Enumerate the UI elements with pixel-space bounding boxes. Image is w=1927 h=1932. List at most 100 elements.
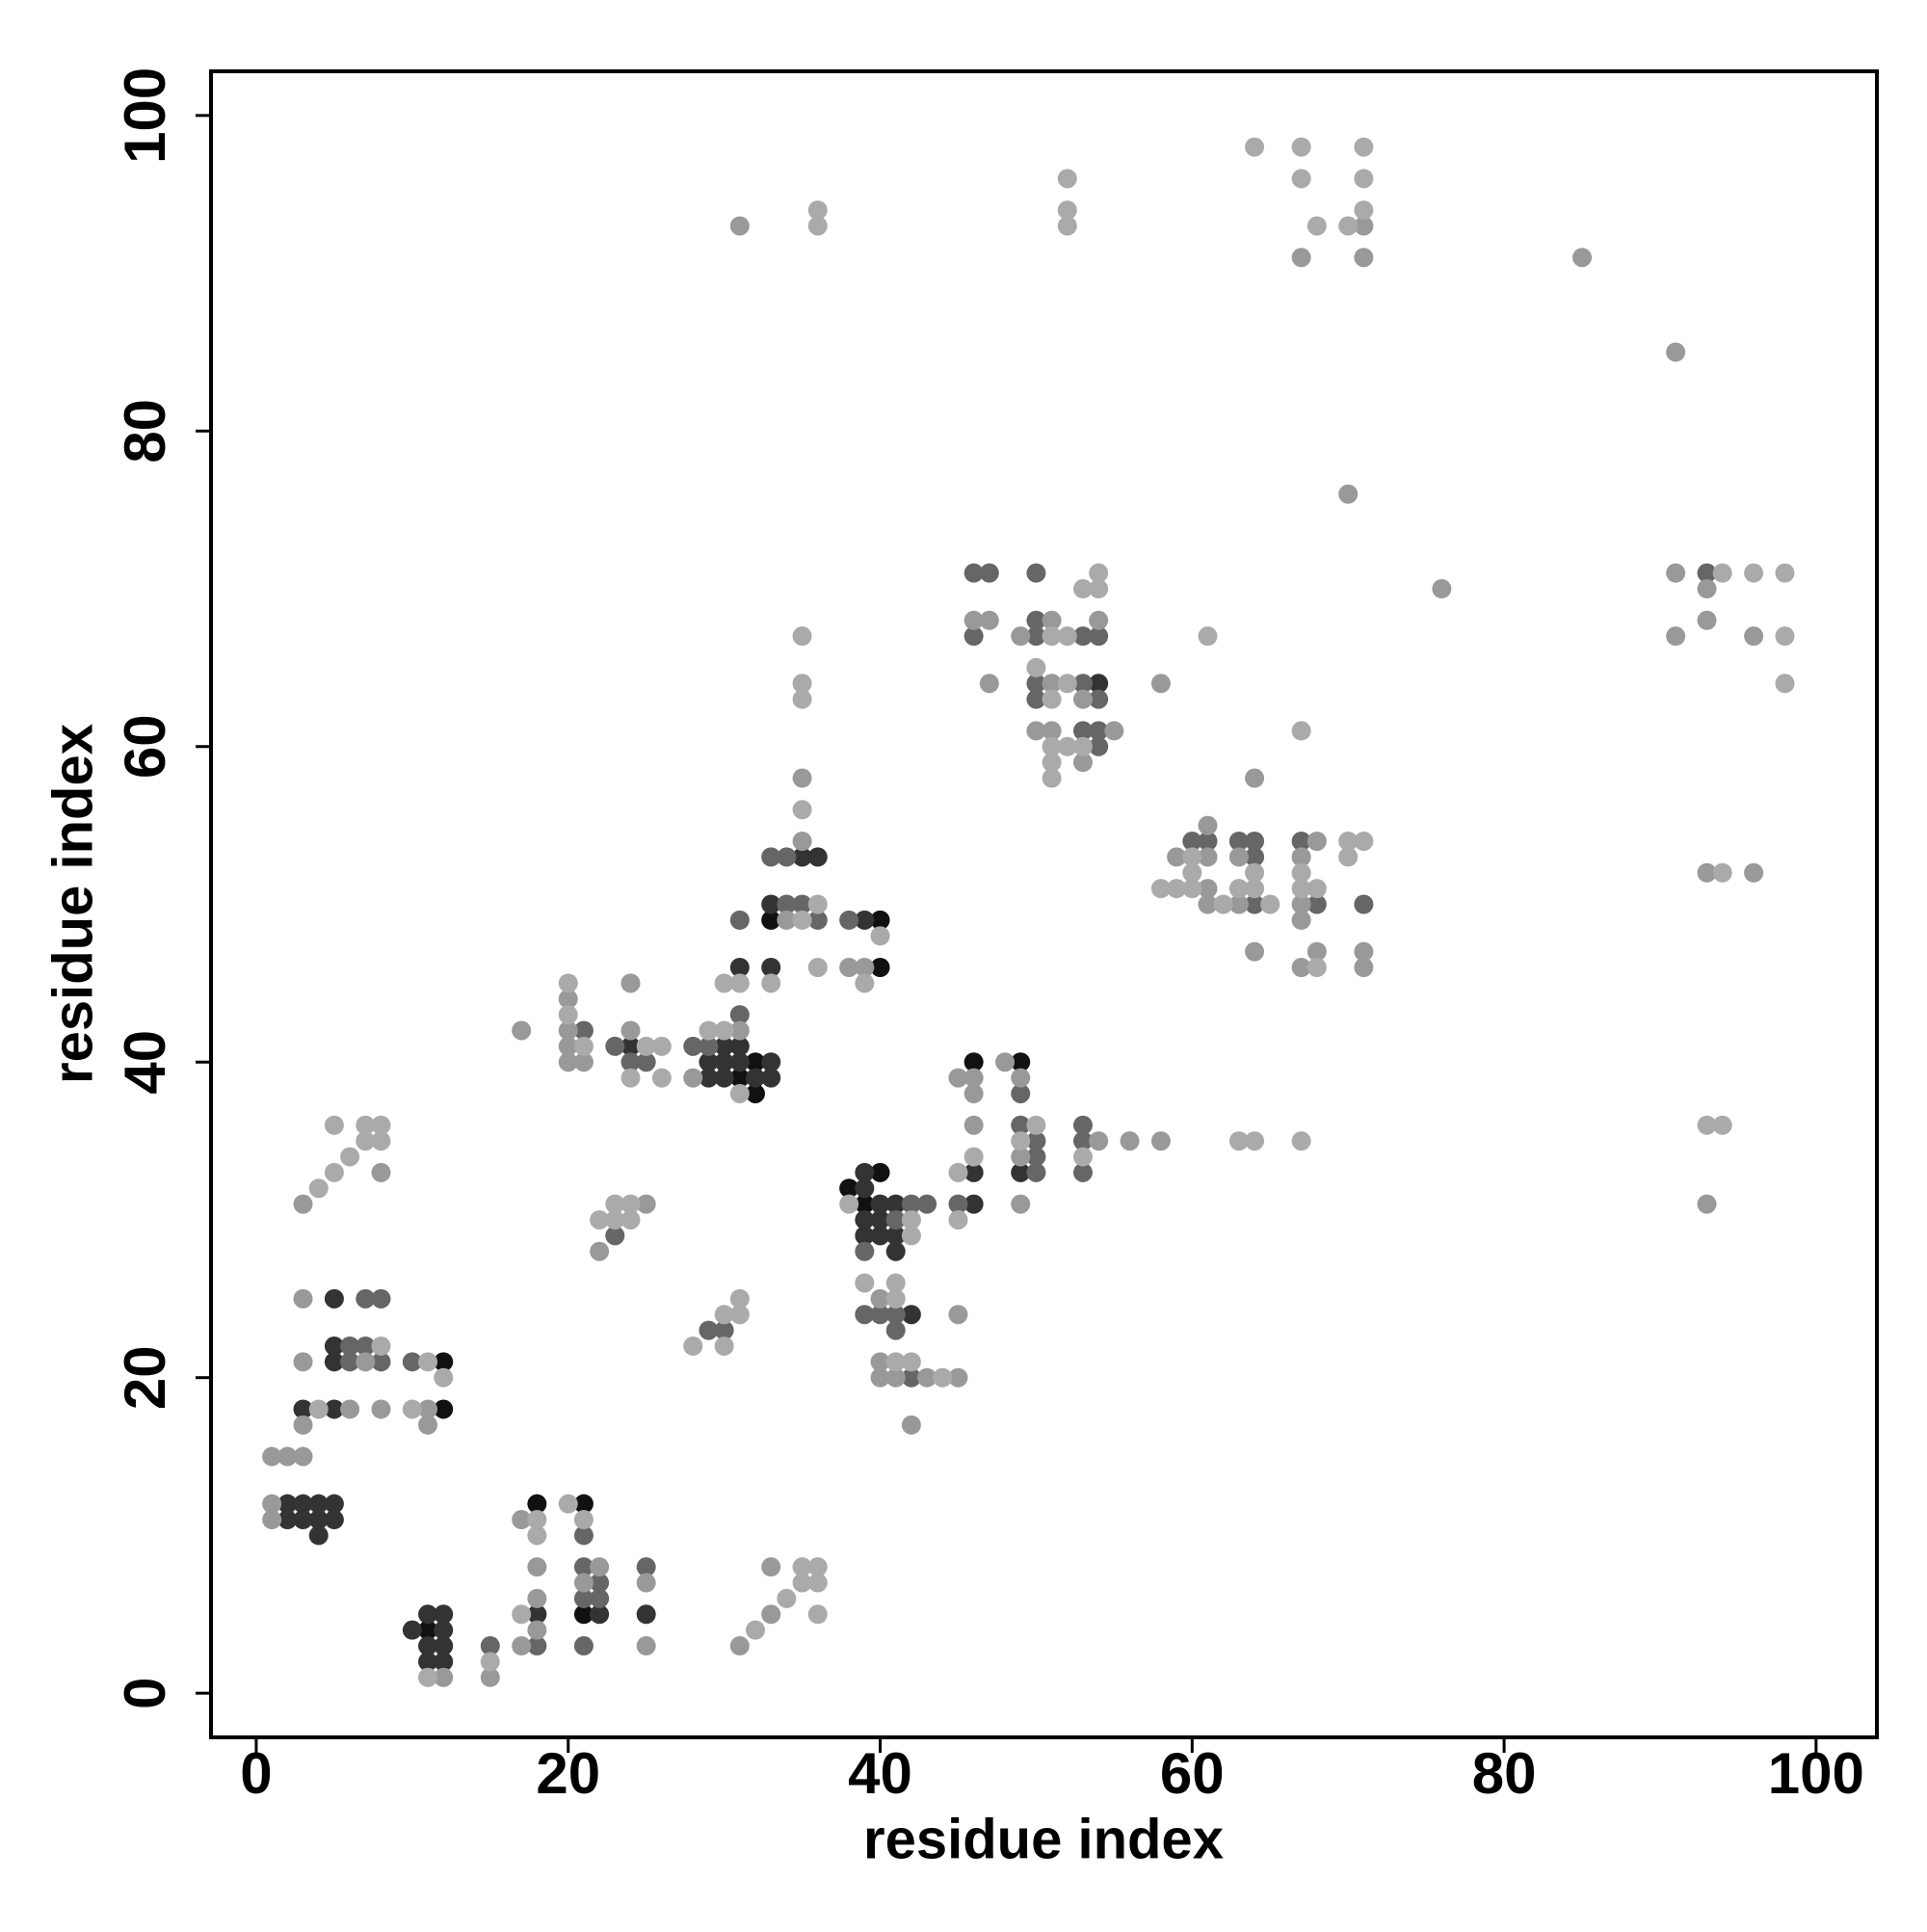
point	[870, 1162, 890, 1182]
point	[948, 1194, 968, 1214]
point	[590, 1209, 610, 1230]
point	[839, 1178, 859, 1199]
point	[262, 1446, 282, 1467]
point	[1744, 563, 1764, 583]
y-tick-label: 80	[113, 399, 177, 463]
point	[855, 1194, 875, 1214]
point	[356, 1336, 376, 1356]
point	[901, 1367, 921, 1388]
point	[1354, 957, 1374, 977]
point	[1042, 768, 1062, 788]
point	[527, 1588, 547, 1608]
point	[308, 1525, 329, 1546]
point	[1712, 862, 1732, 883]
point	[1120, 1131, 1140, 1151]
point	[885, 1288, 906, 1309]
point	[761, 1604, 781, 1625]
point	[590, 1573, 610, 1593]
point	[901, 1352, 921, 1372]
point	[729, 910, 750, 930]
point	[1354, 248, 1374, 268]
point	[729, 1036, 750, 1056]
point	[1354, 941, 1374, 962]
point	[1307, 957, 1327, 977]
point	[620, 1209, 641, 1230]
point	[1182, 862, 1202, 883]
point	[1042, 610, 1062, 630]
point	[1198, 626, 1218, 647]
point	[1089, 1131, 1109, 1151]
point	[870, 926, 890, 946]
point	[340, 1399, 360, 1419]
point	[262, 1494, 282, 1514]
point	[1354, 216, 1374, 236]
y-tick-label: 60	[113, 714, 177, 779]
point	[995, 1052, 1016, 1072]
point	[1089, 689, 1109, 709]
x-axis-title: residue index	[863, 1808, 1224, 1870]
point	[1697, 1115, 1717, 1135]
point	[434, 1652, 454, 1672]
point	[1260, 894, 1280, 914]
point	[1291, 847, 1311, 867]
point	[527, 1494, 547, 1514]
point	[1775, 563, 1795, 583]
point	[746, 1052, 766, 1072]
point	[356, 1352, 376, 1372]
point	[590, 1588, 610, 1608]
point	[277, 1446, 298, 1467]
point	[1245, 832, 1265, 852]
point	[1042, 721, 1062, 741]
point	[418, 1415, 438, 1435]
point	[1072, 1162, 1093, 1182]
point	[746, 1068, 766, 1088]
point	[356, 1131, 376, 1151]
point	[573, 1020, 594, 1041]
point	[418, 1620, 438, 1640]
point	[792, 847, 812, 867]
point	[1228, 879, 1249, 899]
y-tick-label: 100	[113, 67, 177, 164]
point	[792, 800, 812, 820]
point	[1213, 894, 1233, 914]
point	[573, 1588, 594, 1608]
point	[839, 1194, 859, 1214]
point	[1198, 894, 1218, 914]
point	[855, 1162, 875, 1182]
point	[761, 1068, 781, 1088]
point	[371, 1162, 391, 1182]
point	[901, 1209, 921, 1230]
point	[1182, 879, 1202, 899]
point	[1011, 626, 1031, 647]
point	[636, 1636, 656, 1656]
point	[605, 1194, 625, 1214]
point	[1666, 342, 1686, 362]
point	[964, 563, 984, 583]
point	[293, 1415, 313, 1435]
point	[558, 1494, 578, 1514]
point	[870, 1352, 890, 1372]
point	[729, 1068, 750, 1088]
point	[1057, 626, 1077, 647]
point	[573, 1636, 594, 1656]
point	[792, 626, 812, 647]
point	[1291, 894, 1311, 914]
point	[792, 1557, 812, 1577]
point	[855, 973, 875, 993]
point	[855, 1273, 875, 1293]
point	[1354, 832, 1374, 852]
point	[293, 1446, 313, 1467]
point	[512, 1020, 532, 1041]
point	[777, 1588, 797, 1608]
point	[917, 1367, 937, 1388]
point	[729, 1083, 750, 1103]
point	[1057, 216, 1077, 236]
y-tick-label: 20	[113, 1345, 177, 1410]
point	[418, 1352, 438, 1372]
point	[729, 216, 750, 236]
point	[1089, 610, 1109, 630]
point	[683, 1036, 703, 1056]
point	[964, 610, 984, 630]
point	[870, 910, 890, 930]
point	[901, 1415, 921, 1435]
